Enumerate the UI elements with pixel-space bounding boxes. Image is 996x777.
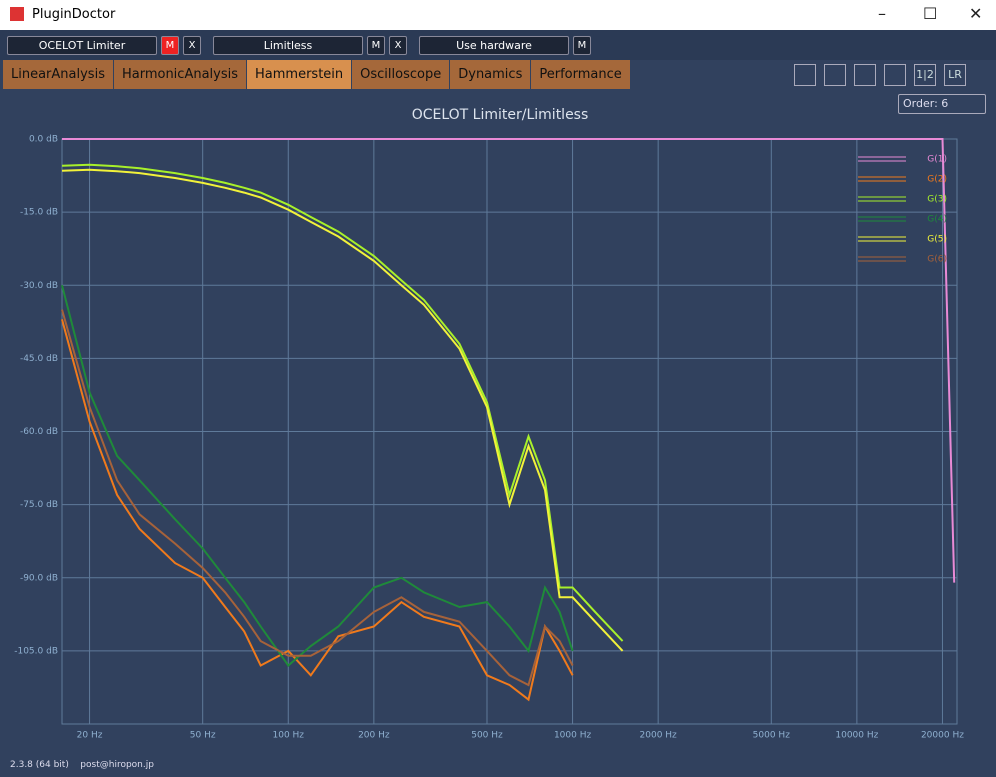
y-tick-label: -90.0 dB	[20, 573, 58, 583]
close-button[interactable]: X	[389, 36, 407, 55]
legend-label: G(5)	[927, 235, 947, 245]
y-tick-label: -105.0 dB	[14, 646, 58, 656]
legend-label: G(4)	[927, 215, 947, 225]
y-tick-label: -30.0 dB	[20, 281, 58, 291]
x-tick-label: 10000 Hz	[835, 731, 878, 741]
tab[interactable]: HarmonicAnalysis	[113, 60, 247, 89]
maximize[interactable]: ☐	[923, 4, 938, 23]
legend-label: G(2)	[927, 175, 947, 185]
tab[interactable]: Performance	[531, 60, 630, 89]
series-line	[61, 163, 624, 642]
x-tick-label: 20 Hz	[77, 731, 103, 741]
y-tick-label: -60.0 dB	[20, 427, 58, 437]
close[interactable]: ✕	[969, 4, 983, 23]
y-tick-label: 0.0 dB	[29, 135, 58, 145]
close-button[interactable]: X	[183, 36, 201, 55]
slot: Use hardware M	[419, 36, 591, 55]
book-icon[interactable]	[824, 64, 846, 86]
chart-title: OCELOT Limiter/Limitless	[412, 107, 589, 123]
channel-icon[interactable]: 1|2	[914, 64, 936, 86]
x-tick-label: 5000 Hz	[753, 731, 791, 741]
tab[interactable]: Oscilloscope	[352, 60, 450, 89]
plugin-selector[interactable]: OCELOT Limiter	[7, 36, 157, 55]
order-dropdown[interactable]: Order: 6	[898, 94, 986, 114]
tabs: LinearAnalysis HarmonicAnalysis Hammerst…	[3, 60, 630, 89]
series-line	[61, 319, 574, 702]
legend-label: G(6)	[927, 255, 947, 265]
app-icon	[10, 7, 24, 21]
x-tick-label: 100 Hz	[273, 731, 305, 741]
tab[interactable]: Hammerstein	[247, 60, 352, 89]
y-tick-label: -45.0 dB	[20, 354, 58, 364]
y-tick-label: -75.0 dB	[20, 500, 58, 510]
mute-button[interactable]: M	[573, 36, 591, 55]
mute-button[interactable]: M	[367, 36, 385, 55]
mute-button[interactable]: M	[161, 36, 179, 55]
legend-label: G(3)	[927, 195, 947, 205]
x-tick-label: 1000 Hz	[554, 731, 592, 741]
series-line	[61, 168, 624, 652]
series-line	[62, 138, 956, 583]
plugin-selector[interactable]: Use hardware	[419, 36, 569, 55]
tab[interactable]: LinearAnalysis	[3, 60, 113, 89]
series-line	[61, 285, 574, 667]
slot: OCELOT Limiter M X	[7, 36, 201, 55]
toolbar: OCELOT Limiter M X Limitless M X Use har…	[0, 30, 996, 60]
plugin-selector[interactable]: Limitless	[213, 36, 363, 55]
x-tick-label: 200 Hz	[358, 731, 390, 741]
series-line	[61, 309, 574, 687]
x-tick-label: 500 Hz	[471, 731, 503, 741]
x-tick-label: 2000 Hz	[640, 731, 678, 741]
x-tick-label: 20000 Hz	[921, 731, 964, 741]
eye-icon[interactable]	[854, 64, 876, 86]
title-bar: PluginDoctor – ☐ ✕	[0, 0, 996, 30]
lr-icon[interactable]: LR	[944, 64, 966, 86]
footer: 2.3.8 (64 bit) post@hiropon.jp	[10, 760, 154, 770]
slot: Limitless M X	[213, 36, 407, 55]
email: post@hiropon.jp	[80, 760, 154, 770]
y-tick-label: -15.0 dB	[20, 208, 58, 218]
window-title: PluginDoctor	[32, 7, 116, 22]
minimize[interactable]: –	[878, 4, 886, 23]
tab[interactable]: Dynamics	[450, 60, 531, 89]
x-tick-label: 50 Hz	[190, 731, 216, 741]
notes-icon[interactable]	[794, 64, 816, 86]
version: 2.3.8 (64 bit)	[10, 760, 69, 770]
legend-label: G(1)	[927, 155, 947, 165]
camera-icon[interactable]	[884, 64, 906, 86]
